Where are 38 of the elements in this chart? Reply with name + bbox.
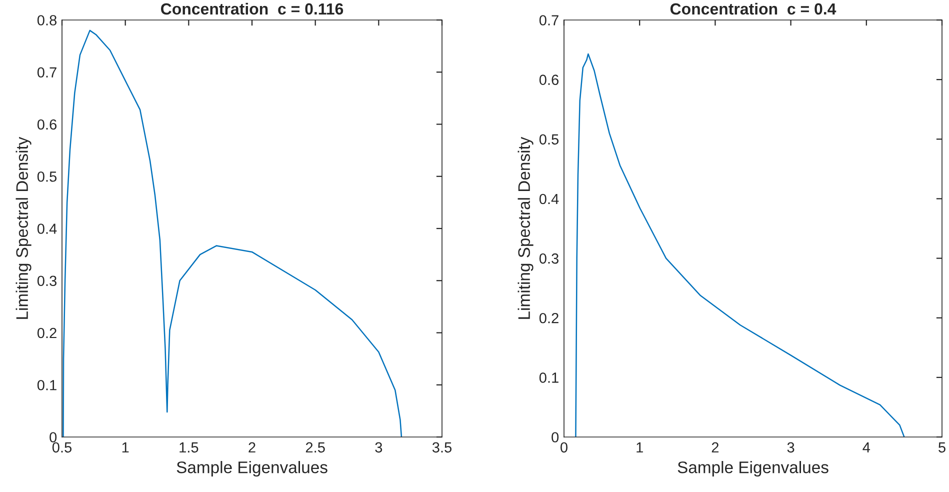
y-tick-label: 0.1 <box>37 380 56 390</box>
x-tick-label: 1 <box>122 442 129 452</box>
y-tick-label: 0.7 <box>37 67 56 78</box>
x-tick-label: 3.5 <box>432 442 452 453</box>
y-tick-label: 0.4 <box>37 224 57 234</box>
y-tick-label: 0.3 <box>539 253 558 264</box>
x-tick-label: 1 <box>636 442 643 452</box>
y-axis-title: Limiting Spectral Density <box>16 136 32 319</box>
line-series <box>575 53 905 437</box>
y-tick-label: 0.6 <box>539 74 558 85</box>
chart-title: Concentration c = 0.4 <box>670 2 836 15</box>
x-axis-title: Sample Eigenvalues <box>176 461 328 477</box>
y-tick-label: 0.5 <box>37 171 57 182</box>
x-tick-label: 4 <box>862 442 870 452</box>
y-tick-label: 0.1 <box>539 372 558 383</box>
x-tick-label: 3 <box>375 442 382 453</box>
y-tick-label: 0.3 <box>37 276 56 286</box>
y-tick-label: 0.6 <box>37 119 56 130</box>
y-tick-label: 0 <box>552 432 559 442</box>
x-tick-label: 5 <box>938 442 946 453</box>
y-tick-label: 0.2 <box>37 328 56 338</box>
chart-title: Concentration c = 0.116 <box>161 2 344 15</box>
x-tick-label: 2 <box>712 442 719 452</box>
y-tick-label: 0.7 <box>539 15 558 26</box>
y-tick-label: 0.8 <box>37 15 57 26</box>
y-tick-label: 0.5 <box>539 134 559 145</box>
x-tick-label: 2 <box>248 442 256 452</box>
x-tick-label: 1.5 <box>180 442 198 453</box>
y-tick-label: 0.2 <box>539 312 558 324</box>
y-tick-label: 0 <box>50 432 57 442</box>
x-axis-title: Sample Eigenvalues <box>678 461 828 477</box>
y-axis-title: Limiting Spectral Density <box>518 136 534 319</box>
x-tick-label: 0 <box>560 442 568 453</box>
x-tick-label: 0.5 <box>52 442 72 453</box>
x-tick-label: 2.5 <box>306 442 325 453</box>
x-tick-label: 3 <box>787 442 794 453</box>
y-tick-label: 0.4 <box>539 194 559 204</box>
line-series <box>62 30 402 437</box>
